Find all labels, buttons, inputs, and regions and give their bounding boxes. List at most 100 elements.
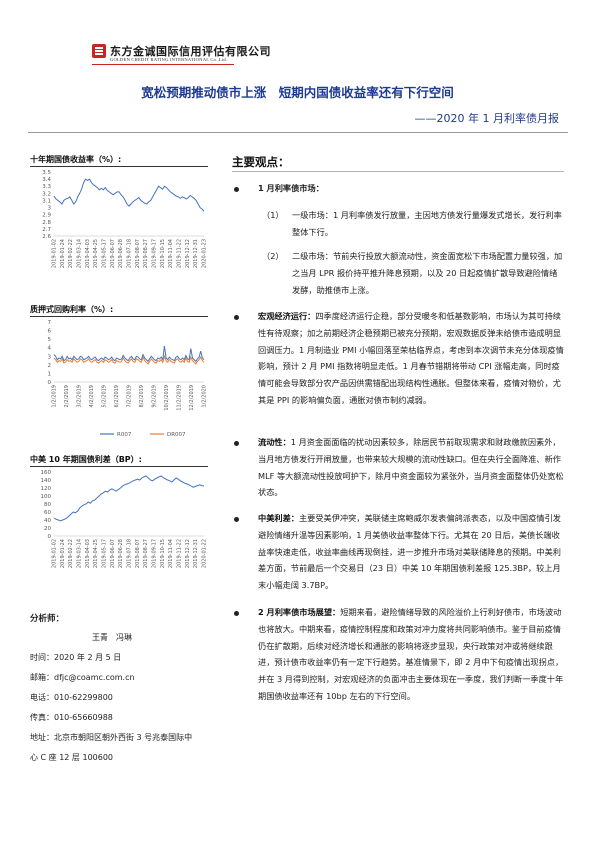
bullet3-text: 1 月资金面面临的扰动因素较多，除居民节前取现需求和财政缴款因素外，当月地方债发…	[258, 437, 564, 498]
series-line-1	[53, 475, 205, 522]
x-tick-label: 2019-01-02	[52, 239, 58, 268]
y-tick-label: 3.1	[42, 198, 51, 204]
company-name-cn: 东方金诚国际信用评估有限公司	[110, 45, 271, 58]
bullet-icon	[234, 517, 239, 522]
bullet2-text: 四季度经济运行企稳，部分受暖冬和低基数影响，市场认为其可持续性有待观察；加之前期…	[258, 311, 564, 405]
x-tick-label: 2019-08-07	[135, 539, 141, 568]
company-name-en: GOLDEN CREDIT RATING INTERNATIONAL Co.,L…	[110, 57, 228, 62]
x-tick-label: 2019-12-12	[185, 239, 191, 268]
bullet5-text: 短期来看，避险情绪导致的风险溢价上行利好债市，市场波动也将放大。中期来看，疫情控…	[258, 607, 564, 701]
sub1-text: 一级市场：1 月利率债发行放量，主因地方债发行量爆发式增长，发行利率整体下行。	[292, 210, 562, 237]
x-tick-label: 2019-09-17	[152, 239, 158, 268]
contact-address-line1: 地址：北京市朝阳区朝外西街 3 号兆泰国际中	[30, 733, 193, 742]
bullet2-label: 宏观经济运行：	[258, 311, 316, 321]
x-tick-label: 12/2/2019	[189, 385, 195, 411]
analyst-label: 分析师：	[30, 614, 65, 624]
series-line-1	[53, 345, 205, 363]
bullet-icon	[234, 441, 239, 446]
contact-phone: 电话：010-62299800	[30, 693, 113, 702]
y-tick-label: 7	[48, 320, 52, 326]
x-tick-label: 2/2/2019	[64, 385, 70, 407]
x-tick-label: 2019-10-15	[160, 539, 166, 568]
chart3-rule	[30, 466, 208, 467]
x-tick-label: 7/2/2019	[127, 385, 133, 407]
x-tick-label: 2019-11-04	[168, 539, 174, 568]
x-tick-label: 2019-01-24	[60, 239, 66, 268]
bullet2-paragraph: 宏观经济运行：四季度经济运行企稳，部分受暖冬和低基数影响，市场认为其可持续性有待…	[258, 308, 564, 409]
legend-label: DR007	[167, 432, 186, 438]
bullet5-paragraph: 2 月利率债市场展望：短期来看，避险情绪导致的风险溢价上行利好债市，市场波动也将…	[258, 604, 564, 705]
y-tick-label: 3.4	[42, 177, 51, 183]
y-tick-label: 20	[44, 526, 51, 532]
chart2-area: 7 6 5 4 3 2 1 0 1/2/2019 2/2/2019 3/2/2019 4/2/2019…	[30, 318, 208, 440]
y-tick-label: 3	[48, 206, 52, 212]
x-tick-label: 2019-07-18	[127, 239, 133, 268]
y-tick-label: 60	[44, 510, 51, 516]
x-tick-label: 2019-08-27	[143, 539, 149, 568]
chart2-rule	[30, 316, 208, 317]
x-tick-label: 2020-01-22	[202, 539, 208, 568]
y-tick-label: 100	[41, 494, 52, 500]
x-tick-label: 2019-09-17	[152, 539, 158, 568]
series-line-2	[53, 354, 205, 365]
chart2-svg: 7 6 5 4 3 2 1 01/2/2019 2/2/2019 3/2/2019 4/2/2019…	[48, 320, 208, 438]
y-tick-label: 3.5	[42, 170, 51, 176]
x-tick-label: 2019-11-22	[177, 239, 183, 268]
x-tick-label: 5/2/2019	[102, 385, 108, 407]
x-tick-label: 2019-02-22	[68, 239, 74, 268]
x-tick-label: 2019-07-18	[127, 539, 133, 568]
contact-address-line2: 心 C 座 12 层 100600	[30, 753, 114, 762]
x-tick-label: 6/2/2019	[114, 385, 120, 407]
bullet-icon	[234, 315, 239, 320]
bullet4-text: 主要受美伊冲突，美联储主席鲍威尔发表偏鸽派表态，以及中国疫情引发避险情绪升温等因…	[258, 513, 561, 591]
x-tick-label: 2019-01-02	[52, 539, 58, 568]
analyst-names: 王青 冯琳	[92, 633, 132, 642]
chart1-rule	[30, 166, 208, 167]
contact-fax: 传真：010-65660988	[30, 713, 113, 722]
title-rule	[28, 132, 568, 133]
x-tick-label: 2019-11-22	[177, 539, 183, 568]
y-tick-label: 2.9	[42, 213, 51, 219]
chart1-title: 十年期国债收益率（%）:	[30, 155, 122, 164]
bullet1-title: 1 月利率债市场：	[258, 183, 324, 193]
x-tick-label: 2019-10-15	[160, 239, 166, 268]
x-tick-label: 2019-11-04	[168, 239, 174, 268]
report-date: 时间：2020 年 2 月 5 日	[30, 653, 122, 662]
bullet4-label: 中美利差：	[258, 513, 299, 523]
bullet3-paragraph: 流动性：1 月资金面面临的扰动因素较多，除居民节前取现需求和财政缴款因素外，当月…	[258, 434, 564, 501]
x-tick-label: 3/2/2019	[77, 385, 83, 407]
bullet-icon	[234, 187, 239, 192]
x-tick-label: 2019-12-31	[193, 539, 199, 568]
y-tick-label: 2.7	[42, 227, 51, 233]
x-tick-label: 1/2/2019	[52, 385, 58, 407]
x-tick-label: 2019-06-28	[118, 539, 124, 568]
x-tick-label: 2019-06-07	[110, 539, 116, 568]
x-tick-label: 11/2/2019	[177, 385, 183, 411]
sub2-text: 二级市场：节前央行投放大额流动性，资金面宽松下市场配置力量较强，加之当月 LPR…	[292, 251, 563, 295]
section-heading: 主要观点：	[232, 155, 290, 169]
bullet4-paragraph: 中美利差：主要受美伊冲突，美联储主席鲍威尔发表偏鸽派表态，以及中国疫情引发避险情…	[258, 510, 564, 594]
y-tick-label: 6	[48, 329, 52, 335]
x-tick-label: 2019-03-14	[77, 539, 83, 568]
x-tick-label: 2019-04-03	[85, 539, 91, 568]
bullet5-label: 2 月利率债市场展望：	[258, 607, 341, 617]
x-tick-label: 2019-01-24	[60, 539, 66, 568]
x-tick-label: 2019-04-25	[93, 539, 99, 568]
contact-email: 邮箱：dfjc@coamc.com.cn	[30, 673, 135, 682]
report-subtitle: ——2020 年 1 月利率债月报	[414, 112, 559, 125]
x-tick-label: 2019-05-17	[102, 539, 108, 568]
y-tick-label: 140	[41, 478, 52, 484]
y-tick-label: 120	[41, 486, 52, 492]
chart2-title: 质押式回购利率（%）:	[30, 305, 114, 314]
x-tick-label: 2019-08-07	[135, 239, 141, 268]
x-tick-label: 2019-12-31	[193, 239, 199, 268]
chart3-area: 160 140 120 100 80 60 40 20 0 2019-01-02 2019-01-2…	[30, 468, 208, 590]
y-tick-label: 2.8	[42, 220, 51, 226]
x-tick-label: 2019-05-17	[102, 239, 108, 268]
x-tick-label: 10/2/2019	[164, 385, 170, 411]
series-line-1	[53, 178, 205, 212]
y-tick-label: 3.2	[42, 191, 51, 197]
x-tick-label: 2019-04-03	[85, 239, 91, 268]
company-logo-icon	[92, 44, 106, 58]
